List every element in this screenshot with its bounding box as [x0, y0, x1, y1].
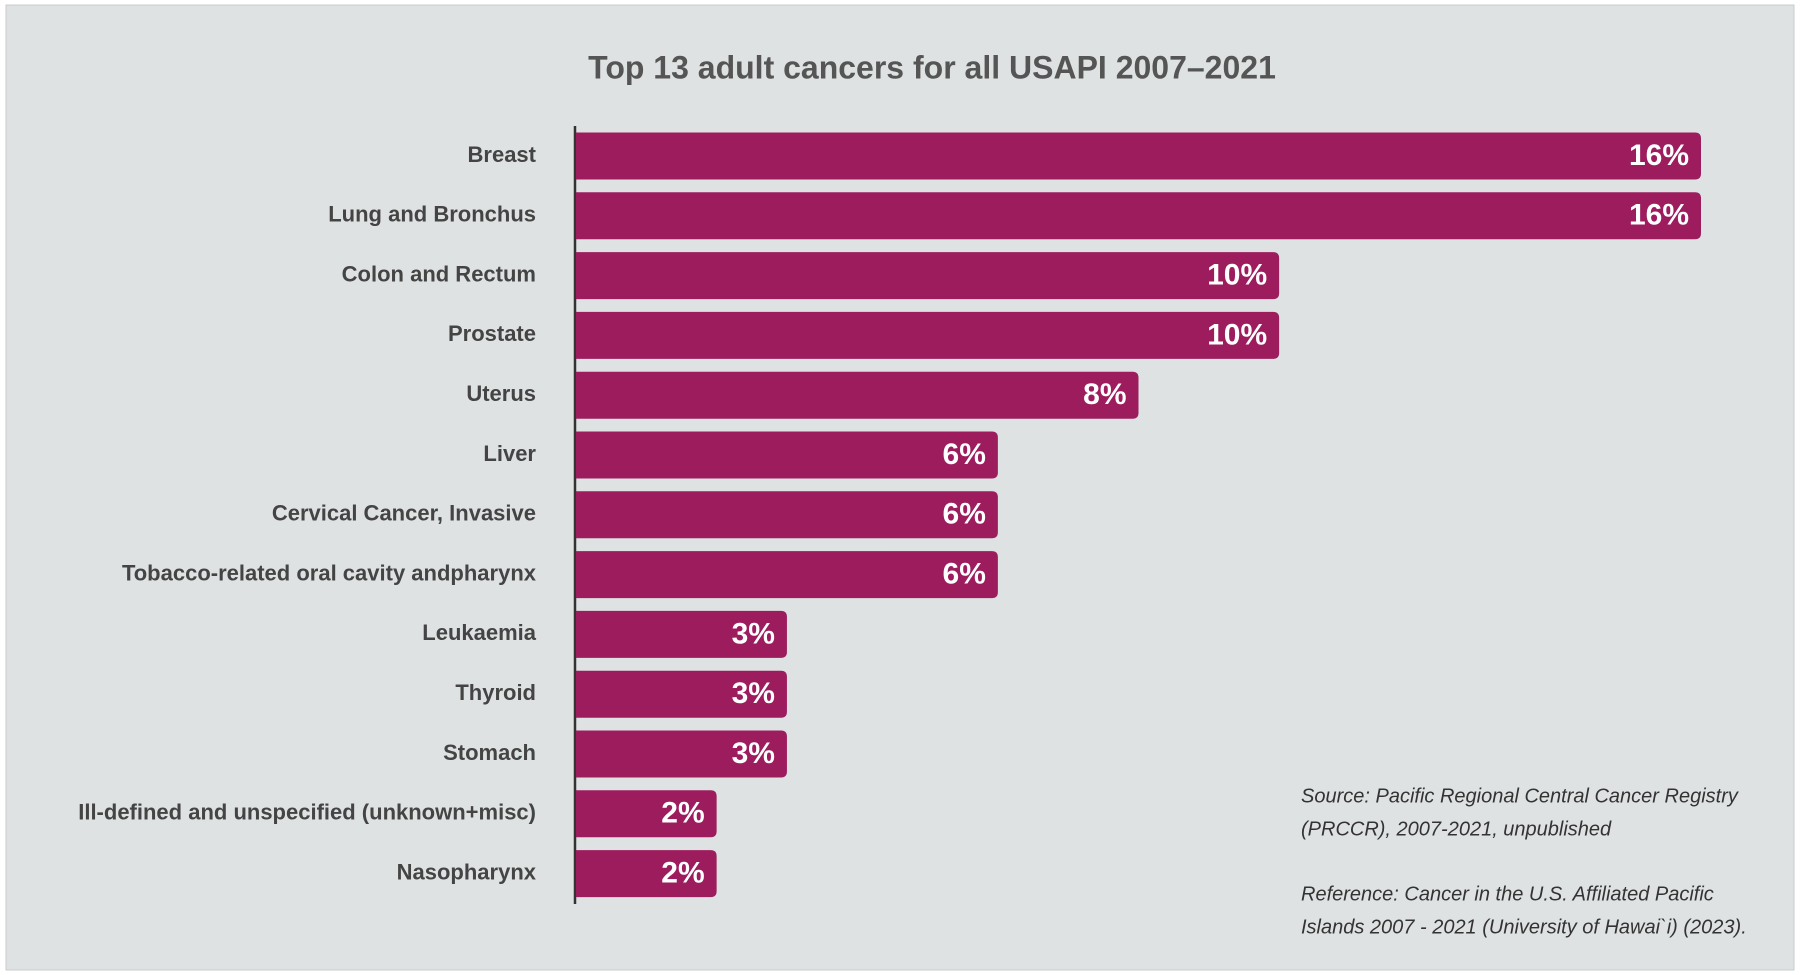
- bar: [576, 252, 1280, 300]
- bar: [576, 431, 998, 479]
- value-label: 6%: [943, 438, 986, 471]
- category-label: Colon and Rectum: [342, 261, 536, 286]
- value-label: 10%: [1207, 318, 1267, 351]
- value-label: 2%: [661, 797, 704, 830]
- value-label: 6%: [943, 498, 986, 531]
- bar: [576, 610, 787, 658]
- category-label: Cervical Cancer, Invasive: [272, 501, 536, 526]
- value-label: 6%: [943, 558, 986, 591]
- value-label: 10%: [1207, 259, 1267, 292]
- value-label: 16%: [1629, 139, 1689, 172]
- bar: [576, 850, 717, 898]
- category-label: Thyroid: [455, 680, 536, 705]
- bar: [576, 311, 1280, 359]
- category-label: Uterus: [466, 381, 536, 406]
- bar: [576, 132, 1701, 180]
- source-note: Reference: Cancer in the U.S. Affiliated…: [1301, 883, 1714, 905]
- value-label: 2%: [661, 857, 704, 890]
- source-note: Islands 2007 - 2021 (University of Hawai…: [1301, 916, 1747, 938]
- category-label: Ill-defined and unspecified (unknown+mis…: [78, 800, 536, 825]
- bar: [576, 790, 717, 838]
- bar: [576, 670, 787, 718]
- category-label: Breast: [468, 142, 537, 167]
- chart-title: Top 13 adult cancers for all USAPI 2007–…: [588, 49, 1276, 85]
- category-label: Leukaemia: [422, 620, 536, 645]
- value-label: 3%: [732, 677, 775, 710]
- category-label: Lung and Bronchus: [328, 202, 536, 227]
- bar: [576, 491, 998, 539]
- source-note: Source: Pacific Regional Central Cancer …: [1301, 785, 1739, 807]
- bar: [576, 371, 1139, 419]
- value-label: 16%: [1629, 199, 1689, 232]
- category-label: Stomach: [443, 740, 536, 765]
- category-label: Liver: [483, 441, 536, 466]
- bar: [576, 730, 787, 778]
- value-label: 3%: [732, 617, 775, 650]
- bar: [576, 551, 998, 599]
- source-note: (PRCCR), 2007-2021, unpublished: [1301, 818, 1612, 840]
- bar: [576, 192, 1701, 240]
- value-label: 8%: [1083, 378, 1126, 411]
- category-label: Tobacco-related oral cavity andpharynx: [122, 560, 537, 585]
- category-label: Prostate: [448, 321, 536, 346]
- category-label: Nasopharynx: [397, 859, 537, 884]
- value-label: 3%: [732, 737, 775, 770]
